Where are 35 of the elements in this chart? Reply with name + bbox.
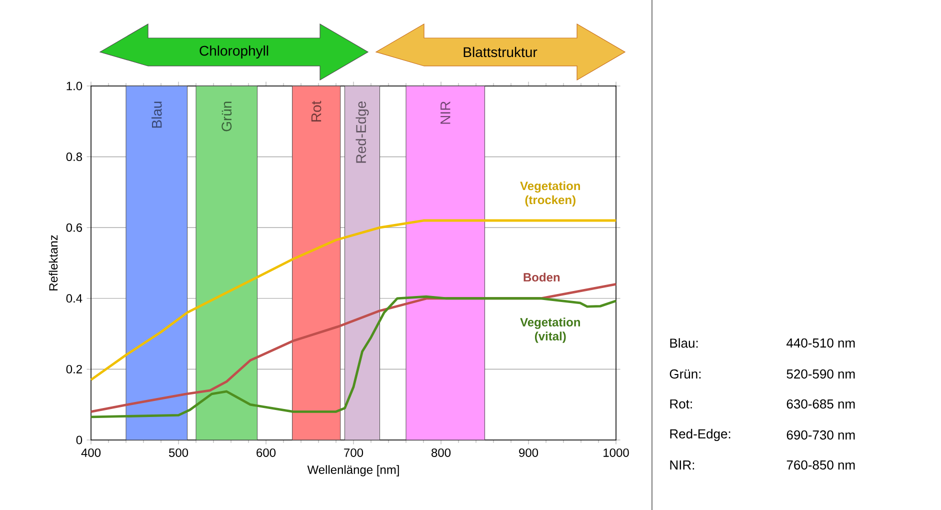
x-tick-label: 400 (81, 448, 101, 457)
x-tick-label: 800 (432, 448, 451, 457)
series-label: Vegetation (vital) (520, 318, 580, 343)
y-tick-label: 0.4 (66, 294, 82, 303)
text: Blattstruktur (464, 46, 538, 58)
band-label: Red-Edge (356, 101, 369, 163)
x-axis-title: Wellenlänge [nm] (307, 465, 399, 476)
series-label: Boden (524, 272, 560, 282)
text: Grün: (670, 369, 701, 379)
text: 690-730 nm (786, 430, 855, 440)
text: 520-590 nm (786, 369, 855, 379)
y-axis-title: Reflektanz (48, 235, 58, 290)
x-tick-label: 900 (519, 448, 538, 457)
y-tick-label: 0 (76, 436, 82, 444)
text: Chlorophyll (200, 45, 268, 59)
y-tick-label: 0.8 (66, 152, 82, 162)
x-tick-label: 1000 (604, 448, 629, 457)
text: NIR: (670, 460, 694, 470)
band-label: Blau (151, 102, 162, 128)
text: Rot: (670, 399, 692, 409)
x-tick-label: 700 (344, 448, 364, 457)
band-label: Grün (222, 102, 232, 132)
x-tick-label: 500 (168, 448, 188, 457)
x-tick-label: 600 (256, 448, 276, 457)
text: Blau: (670, 338, 698, 348)
text: 630-685 nm (786, 399, 855, 409)
text: Red-Edge: (670, 428, 730, 442)
y-tick-label: 0.6 (66, 223, 82, 232)
y-tick-label: 0.2 (66, 364, 82, 374)
y-tick-label: 1.0 (66, 82, 82, 90)
text: 760-850 nm (786, 460, 855, 470)
band-label: NIR (440, 101, 450, 124)
band-label: Rot (311, 100, 322, 122)
text: 440-510 nm (786, 338, 855, 348)
series-label: Vegetation (trocken) (520, 181, 580, 207)
